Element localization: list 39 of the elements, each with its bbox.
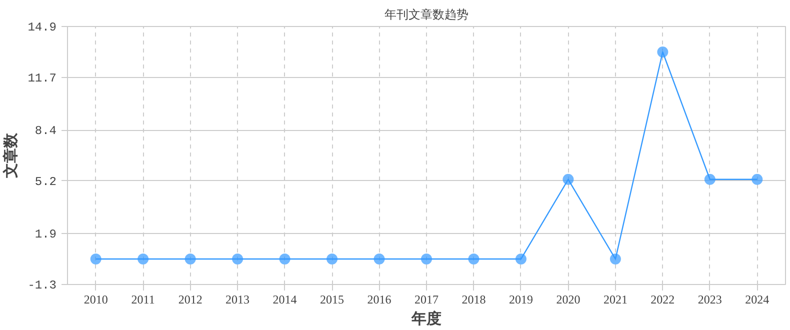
y-axis-title: 文章数 — [2, 132, 20, 179]
y-tick-label: -1.3 — [28, 278, 57, 292]
x-tick-label: 2012 — [178, 292, 202, 306]
y-tick-label: 14.9 — [28, 20, 57, 34]
x-tick-label: 2020 — [556, 292, 580, 306]
point — [184, 254, 196, 265]
x-tick-label: 2014 — [272, 292, 297, 306]
point — [752, 174, 763, 185]
x-tick-label: 2019 — [508, 292, 533, 306]
point — [657, 46, 668, 58]
x-tick-label: 2013 — [226, 292, 250, 306]
x-tick-label: 2010 — [84, 292, 108, 306]
point — [279, 254, 290, 265]
point — [326, 254, 338, 265]
x-tick-label: 2022 — [650, 292, 675, 306]
point — [562, 174, 574, 185]
y-tick-label: 11.7 — [28, 71, 57, 86]
point — [421, 254, 432, 265]
point — [704, 174, 716, 185]
x-tick-label: 2011 — [131, 292, 155, 306]
x-axis-title: 年度 — [410, 310, 442, 328]
point — [232, 254, 244, 265]
point — [374, 254, 385, 265]
y-tick-label: 8.4 — [34, 124, 57, 138]
x-tick-label: 2018 — [462, 292, 486, 306]
point — [90, 254, 102, 265]
point — [138, 254, 149, 265]
x-tick-label: 2021 — [603, 292, 628, 306]
y-tick-label: 5.2 — [34, 174, 57, 189]
point — [468, 254, 480, 265]
x-tick-label: 2015 — [320, 292, 344, 306]
point — [610, 254, 621, 265]
x-tick-label: 2023 — [698, 292, 722, 306]
point — [515, 254, 526, 265]
x-tick-label: 2024 — [745, 292, 770, 306]
x-tick-label: 2017 — [414, 292, 438, 306]
y-tick-label: 1.9 — [34, 228, 57, 242]
x-tick-label: 2016 — [367, 292, 392, 306]
chart-title: 年刊文章数趋势 — [384, 8, 468, 22]
